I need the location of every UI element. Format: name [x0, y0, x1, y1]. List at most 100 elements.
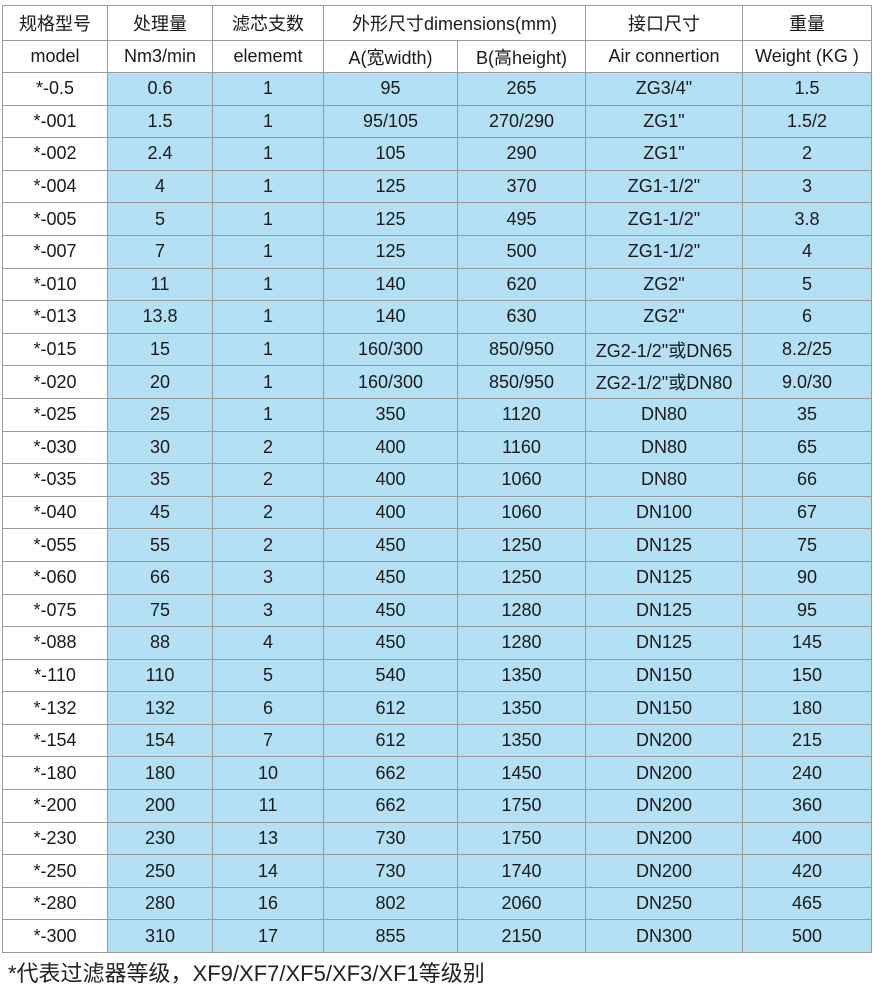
- table-row: *-004 4 1 125 370 ZG1-1/2" 3: [2, 169, 872, 204]
- cell-model: *-250: [2, 854, 108, 888]
- cell-connection: DN300: [585, 919, 743, 954]
- cell-connection: ZG1": [585, 137, 743, 171]
- table-row: *-001 1.5 1 95/105 270/290 ZG1" 1.5/2: [2, 104, 872, 139]
- cell-width: 125: [323, 169, 458, 204]
- table-row: *-200 200 11 662 1750 DN200 360: [2, 789, 872, 823]
- footnote: *代表过滤器等级，XF9/XF7/XF5/XF3/XF1等级别: [8, 961, 485, 986]
- table-row: *-020 20 1 160/300 850/950 ZG2-1/2"或DN80 9.0/3…: [2, 365, 872, 399]
- cell-connection: ZG2-1/2"或DN65: [585, 332, 743, 367]
- cell-height: 1060: [457, 495, 586, 530]
- cell-weight: 465: [742, 886, 872, 921]
- header-row-cn: 规格型号 处理量 滤芯支数 外形尺寸dimensions(mm) 接口尺寸 重量: [2, 5, 872, 41]
- cell-width: 540: [323, 658, 458, 693]
- header-row-en: model Nm3/min elememt A(宽width) B(高heigh…: [2, 40, 872, 73]
- table-row: *-280 280 16 802 2060 DN250 465: [2, 886, 872, 921]
- table-row: *-015 15 1 160/300 850/950 ZG2-1/2"或DN65 8.2/2…: [2, 332, 872, 367]
- cell-model: *-010: [2, 267, 108, 302]
- cell-weight: 215: [742, 723, 872, 758]
- cell-height: 370: [457, 169, 586, 204]
- cell-elements: 3: [212, 593, 324, 628]
- table-row: *-250 250 14 730 1740 DN200 420: [2, 854, 872, 888]
- cell-flow: 66: [107, 560, 213, 595]
- cell-weight: 1.5/2: [742, 104, 872, 139]
- cell-elements: 17: [212, 919, 324, 954]
- cell-height: 1120: [457, 397, 586, 432]
- cell-width: 450: [323, 626, 458, 660]
- cell-weight: 180: [742, 691, 872, 725]
- table-row: *-0.5 0.6 1 95 265 ZG3/4" 1.5: [2, 72, 872, 106]
- cell-elements: 1: [212, 300, 324, 334]
- cell-width: 450: [323, 593, 458, 628]
- cell-flow: 132: [107, 691, 213, 725]
- cell-model: *-088: [2, 626, 108, 660]
- cell-width: 855: [323, 919, 458, 954]
- cell-model: *-002: [2, 137, 108, 171]
- cell-model: *-005: [2, 202, 108, 236]
- cell-flow: 75: [107, 593, 213, 628]
- cell-elements: 13: [212, 821, 324, 856]
- cell-model: *-110: [2, 658, 108, 693]
- cell-elements: 10: [212, 756, 324, 791]
- cell-model: *-001: [2, 104, 108, 139]
- cell-weight: 95: [742, 593, 872, 628]
- cell-model: *-280: [2, 886, 108, 921]
- cell-connection: ZG1-1/2": [585, 202, 743, 236]
- cell-height: 495: [457, 202, 586, 236]
- cell-connection: DN125: [585, 560, 743, 595]
- cell-weight: 35: [742, 397, 872, 432]
- cell-elements: 2: [212, 495, 324, 530]
- header-dimensions: 外形尺寸dimensions(mm): [323, 5, 586, 41]
- cell-height: 290: [457, 137, 586, 171]
- table-row: *-060 66 3 450 1250 DN125 90: [2, 560, 872, 595]
- cell-height: 850/950: [457, 332, 586, 367]
- table-row: *-300 310 17 855 2150 DN300 500: [2, 919, 872, 954]
- cell-connection: DN80: [585, 430, 743, 465]
- cell-height: 620: [457, 267, 586, 302]
- cell-width: 730: [323, 854, 458, 888]
- cell-flow: 25: [107, 397, 213, 432]
- cell-height: 270/290: [457, 104, 586, 139]
- table-row: *-132 132 6 612 1350 DN150 180: [2, 691, 872, 725]
- cell-flow: 55: [107, 528, 213, 562]
- table-row: *-010 11 1 140 620 ZG2" 5: [2, 267, 872, 302]
- cell-width: 612: [323, 723, 458, 758]
- cell-flow: 35: [107, 463, 213, 497]
- cell-model: *-075: [2, 593, 108, 628]
- cell-weight: 6: [742, 300, 872, 334]
- cell-weight: 67: [742, 495, 872, 530]
- cell-elements: 14: [212, 854, 324, 888]
- cell-flow: 13.8: [107, 300, 213, 334]
- cell-flow: 310: [107, 919, 213, 954]
- cell-height: 630: [457, 300, 586, 334]
- header-connection-cn: 接口尺寸: [585, 5, 743, 41]
- cell-width: 125: [323, 234, 458, 269]
- cell-flow: 280: [107, 886, 213, 921]
- cell-weight: 145: [742, 626, 872, 660]
- cell-connection: DN125: [585, 626, 743, 660]
- cell-width: 95: [323, 72, 458, 106]
- cell-height: 1350: [457, 723, 586, 758]
- cell-model: *-055: [2, 528, 108, 562]
- cell-connection: DN200: [585, 789, 743, 823]
- cell-height: 850/950: [457, 365, 586, 399]
- cell-elements: 1: [212, 267, 324, 302]
- cell-weight: 5: [742, 267, 872, 302]
- cell-model: *-015: [2, 332, 108, 367]
- cell-height: 1280: [457, 626, 586, 660]
- cell-model: *-040: [2, 495, 108, 530]
- cell-elements: 1: [212, 104, 324, 139]
- cell-flow: 30: [107, 430, 213, 465]
- table-row: *-154 154 7 612 1350 DN200 215: [2, 723, 872, 758]
- cell-connection: DN200: [585, 723, 743, 758]
- header-connection: Air connertion: [585, 40, 743, 73]
- cell-connection: DN150: [585, 691, 743, 725]
- cell-width: 140: [323, 300, 458, 334]
- cell-height: 1250: [457, 560, 586, 595]
- cell-connection: DN150: [585, 658, 743, 693]
- header-model-cn: 规格型号: [2, 5, 108, 41]
- cell-weight: 360: [742, 789, 872, 823]
- cell-flow: 0.6: [107, 72, 213, 106]
- table-row: *-005 5 1 125 495 ZG1-1/2" 3.8: [2, 202, 872, 236]
- cell-elements: 1: [212, 169, 324, 204]
- cell-model: *-154: [2, 723, 108, 758]
